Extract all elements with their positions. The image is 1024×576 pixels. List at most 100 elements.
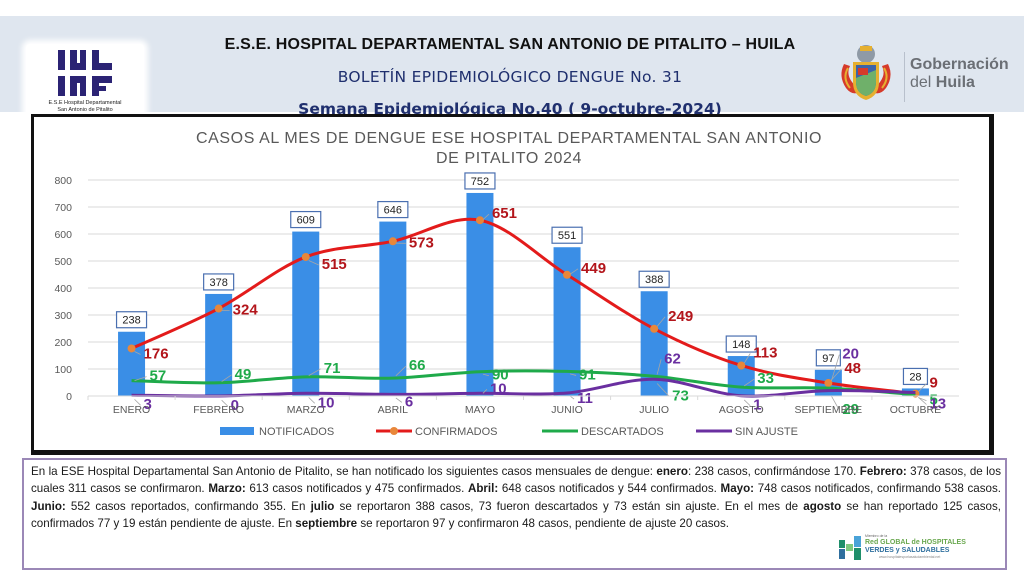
x-tick-label: JUNIO <box>551 404 583 416</box>
leader-line <box>134 399 141 406</box>
bar-value-label: 752 <box>471 176 489 188</box>
x-tick-label: ENERO <box>113 404 150 416</box>
x-tick-label: JULIO <box>639 404 669 416</box>
data-label-sin-ajuste: 11 <box>577 390 593 407</box>
bar-value-label: 609 <box>297 215 315 227</box>
y-tick-label: 100 <box>54 364 72 376</box>
bar-label-box <box>115 311 148 329</box>
marker-confirmados <box>824 379 833 388</box>
bar-label-box <box>551 226 583 244</box>
summary-month-label: septiembre <box>295 517 358 531</box>
bar-label-box <box>290 210 322 229</box>
data-label-descartados: 5 <box>929 392 937 409</box>
leader-line <box>744 378 755 387</box>
summary-text: se han reportado 125 casos, confirmados … <box>31 499 1002 531</box>
leader-line <box>656 359 662 375</box>
bar-notificados <box>466 192 494 396</box>
data-label-sin-ajuste: 10 <box>318 394 335 411</box>
marker-confirmados <box>214 304 223 313</box>
green-logo-line2: VERDES y SALUDABLES <box>865 547 950 554</box>
summary-month-label: Marzo: <box>208 482 246 496</box>
x-tick-label: ABRIL <box>378 404 409 416</box>
huila-text: del Huila <box>910 74 975 92</box>
data-label-descartados: 33 <box>757 370 774 387</box>
leader-line <box>308 260 319 266</box>
legend-label: DESCARTADOS <box>581 426 664 438</box>
gobernacion-text: Gobernación <box>910 56 1009 73</box>
leader-line <box>831 395 840 411</box>
marker-confirmados <box>737 361 746 370</box>
leader-line <box>308 397 316 404</box>
gobernacion-logo: Gobernación del Huila <box>838 42 1018 108</box>
leader-line <box>830 354 840 382</box>
marker-confirmados <box>127 344 136 353</box>
data-label-confirmados: 449 <box>581 260 606 277</box>
marker-confirmados <box>475 216 484 225</box>
summary-text: 648 casos notificados y 544 confirmados. <box>498 482 721 496</box>
x-tick-label: OCTUBRE <box>890 404 941 416</box>
data-label-descartados: 29 <box>842 401 859 418</box>
y-tick-label: 700 <box>54 202 72 214</box>
leader-line <box>569 268 579 275</box>
data-label-descartados: 91 <box>579 366 596 383</box>
hospital-title: E.S.E. HOSPITAL DEPARTAMENTAL SAN ANTONI… <box>224 36 796 53</box>
data-label-confirmados: 48 <box>844 360 861 377</box>
y-tick-label: 600 <box>54 229 72 241</box>
legend-label: NOTIFICADOS <box>259 426 334 438</box>
data-label-sin-ajuste: 20 <box>842 346 859 363</box>
bar-value-label: 388 <box>645 274 663 286</box>
summary-month-label: Abril: <box>467 482 499 496</box>
hospital-logo-caption-2: San Antonio de Pitalito <box>57 107 113 113</box>
chart-title-line: CASOS AL MES DE DENGUE ESE HOSPITAL DEPA… <box>196 130 822 147</box>
data-label-sin-ajuste: 1 <box>753 397 761 414</box>
x-tick-label: SEPTIEMBRE <box>795 404 863 416</box>
leader-line <box>656 383 670 397</box>
leader-line <box>482 389 488 394</box>
data-label-descartados: 57 <box>150 368 167 385</box>
bar-value-label: 238 <box>122 315 140 327</box>
leader-line <box>569 373 577 376</box>
data-label-sin-ajuste: 3 <box>144 396 152 413</box>
data-label-descartados: 66 <box>409 357 426 374</box>
y-tick-label: 0 <box>66 391 72 403</box>
y-tick-label: 800 <box>54 175 72 187</box>
bar-label-box <box>464 172 496 190</box>
y-tick-label: 200 <box>54 337 72 349</box>
summary-month-label: agosto <box>803 499 842 513</box>
hospital-logo: E.S.E Hospital Departamental San Antonio… <box>26 44 144 120</box>
leader-line <box>395 365 407 377</box>
marker-confirmados <box>650 324 659 333</box>
summary-text: se reportaron 97 y confirmaron 48 casos,… <box>357 517 729 531</box>
leader-line <box>482 213 490 220</box>
huila-prefix: del <box>910 74 936 91</box>
data-label-confirmados: 651 <box>492 205 517 222</box>
x-tick-label: AGOSTO <box>719 404 764 416</box>
bar-value-label: 28 <box>909 371 921 383</box>
leader-line <box>743 353 751 364</box>
data-label-confirmados: 113 <box>753 344 777 361</box>
data-label-descartados: 49 <box>235 366 252 383</box>
green-logo-line3: www.hospitalesporlasaludambiental.net <box>879 555 941 559</box>
data-label-confirmados: 573 <box>409 234 434 251</box>
green-hospitals-network-icon <box>839 536 861 560</box>
leader-line <box>918 396 927 405</box>
bar-notificados <box>118 331 146 396</box>
bulletin-title: BOLETÍN EPIDEMIOLÓGICO DENGUE No. 31 <box>337 68 683 86</box>
y-tick-label: 400 <box>54 283 72 295</box>
logo-separator <box>904 52 905 102</box>
summary-paragraph: En la ESE Hospital Departamental San Ant… <box>31 463 1001 533</box>
data-label-descartados: 90 <box>492 367 509 384</box>
summary-text: se reportaron 388 casos, 73 fueron desca… <box>334 499 804 513</box>
x-tick-label: MAYO <box>465 404 495 416</box>
leader-line <box>221 399 228 407</box>
summary-month-label: Junio: <box>31 499 66 513</box>
chart-container: CASOS AL MES DE DENGUE ESE HOSPITAL DEPA… <box>31 114 994 455</box>
green-hospitals-logo: Miembro de la Red GLOBAL de HOSPITALES V… <box>839 534 989 562</box>
summary-month-label: enero <box>656 465 688 478</box>
leader-line <box>395 397 403 403</box>
hospital-logo-caption-1: E.S.E Hospital Departamental <box>48 100 122 106</box>
leader-line <box>569 395 575 400</box>
summary-text: 378 casos, de los cuales 311 casos se co… <box>31 465 1001 496</box>
bar-label-box <box>815 349 841 367</box>
summary-text: 748 casos notificados, confirmando 538 c… <box>754 482 1001 496</box>
